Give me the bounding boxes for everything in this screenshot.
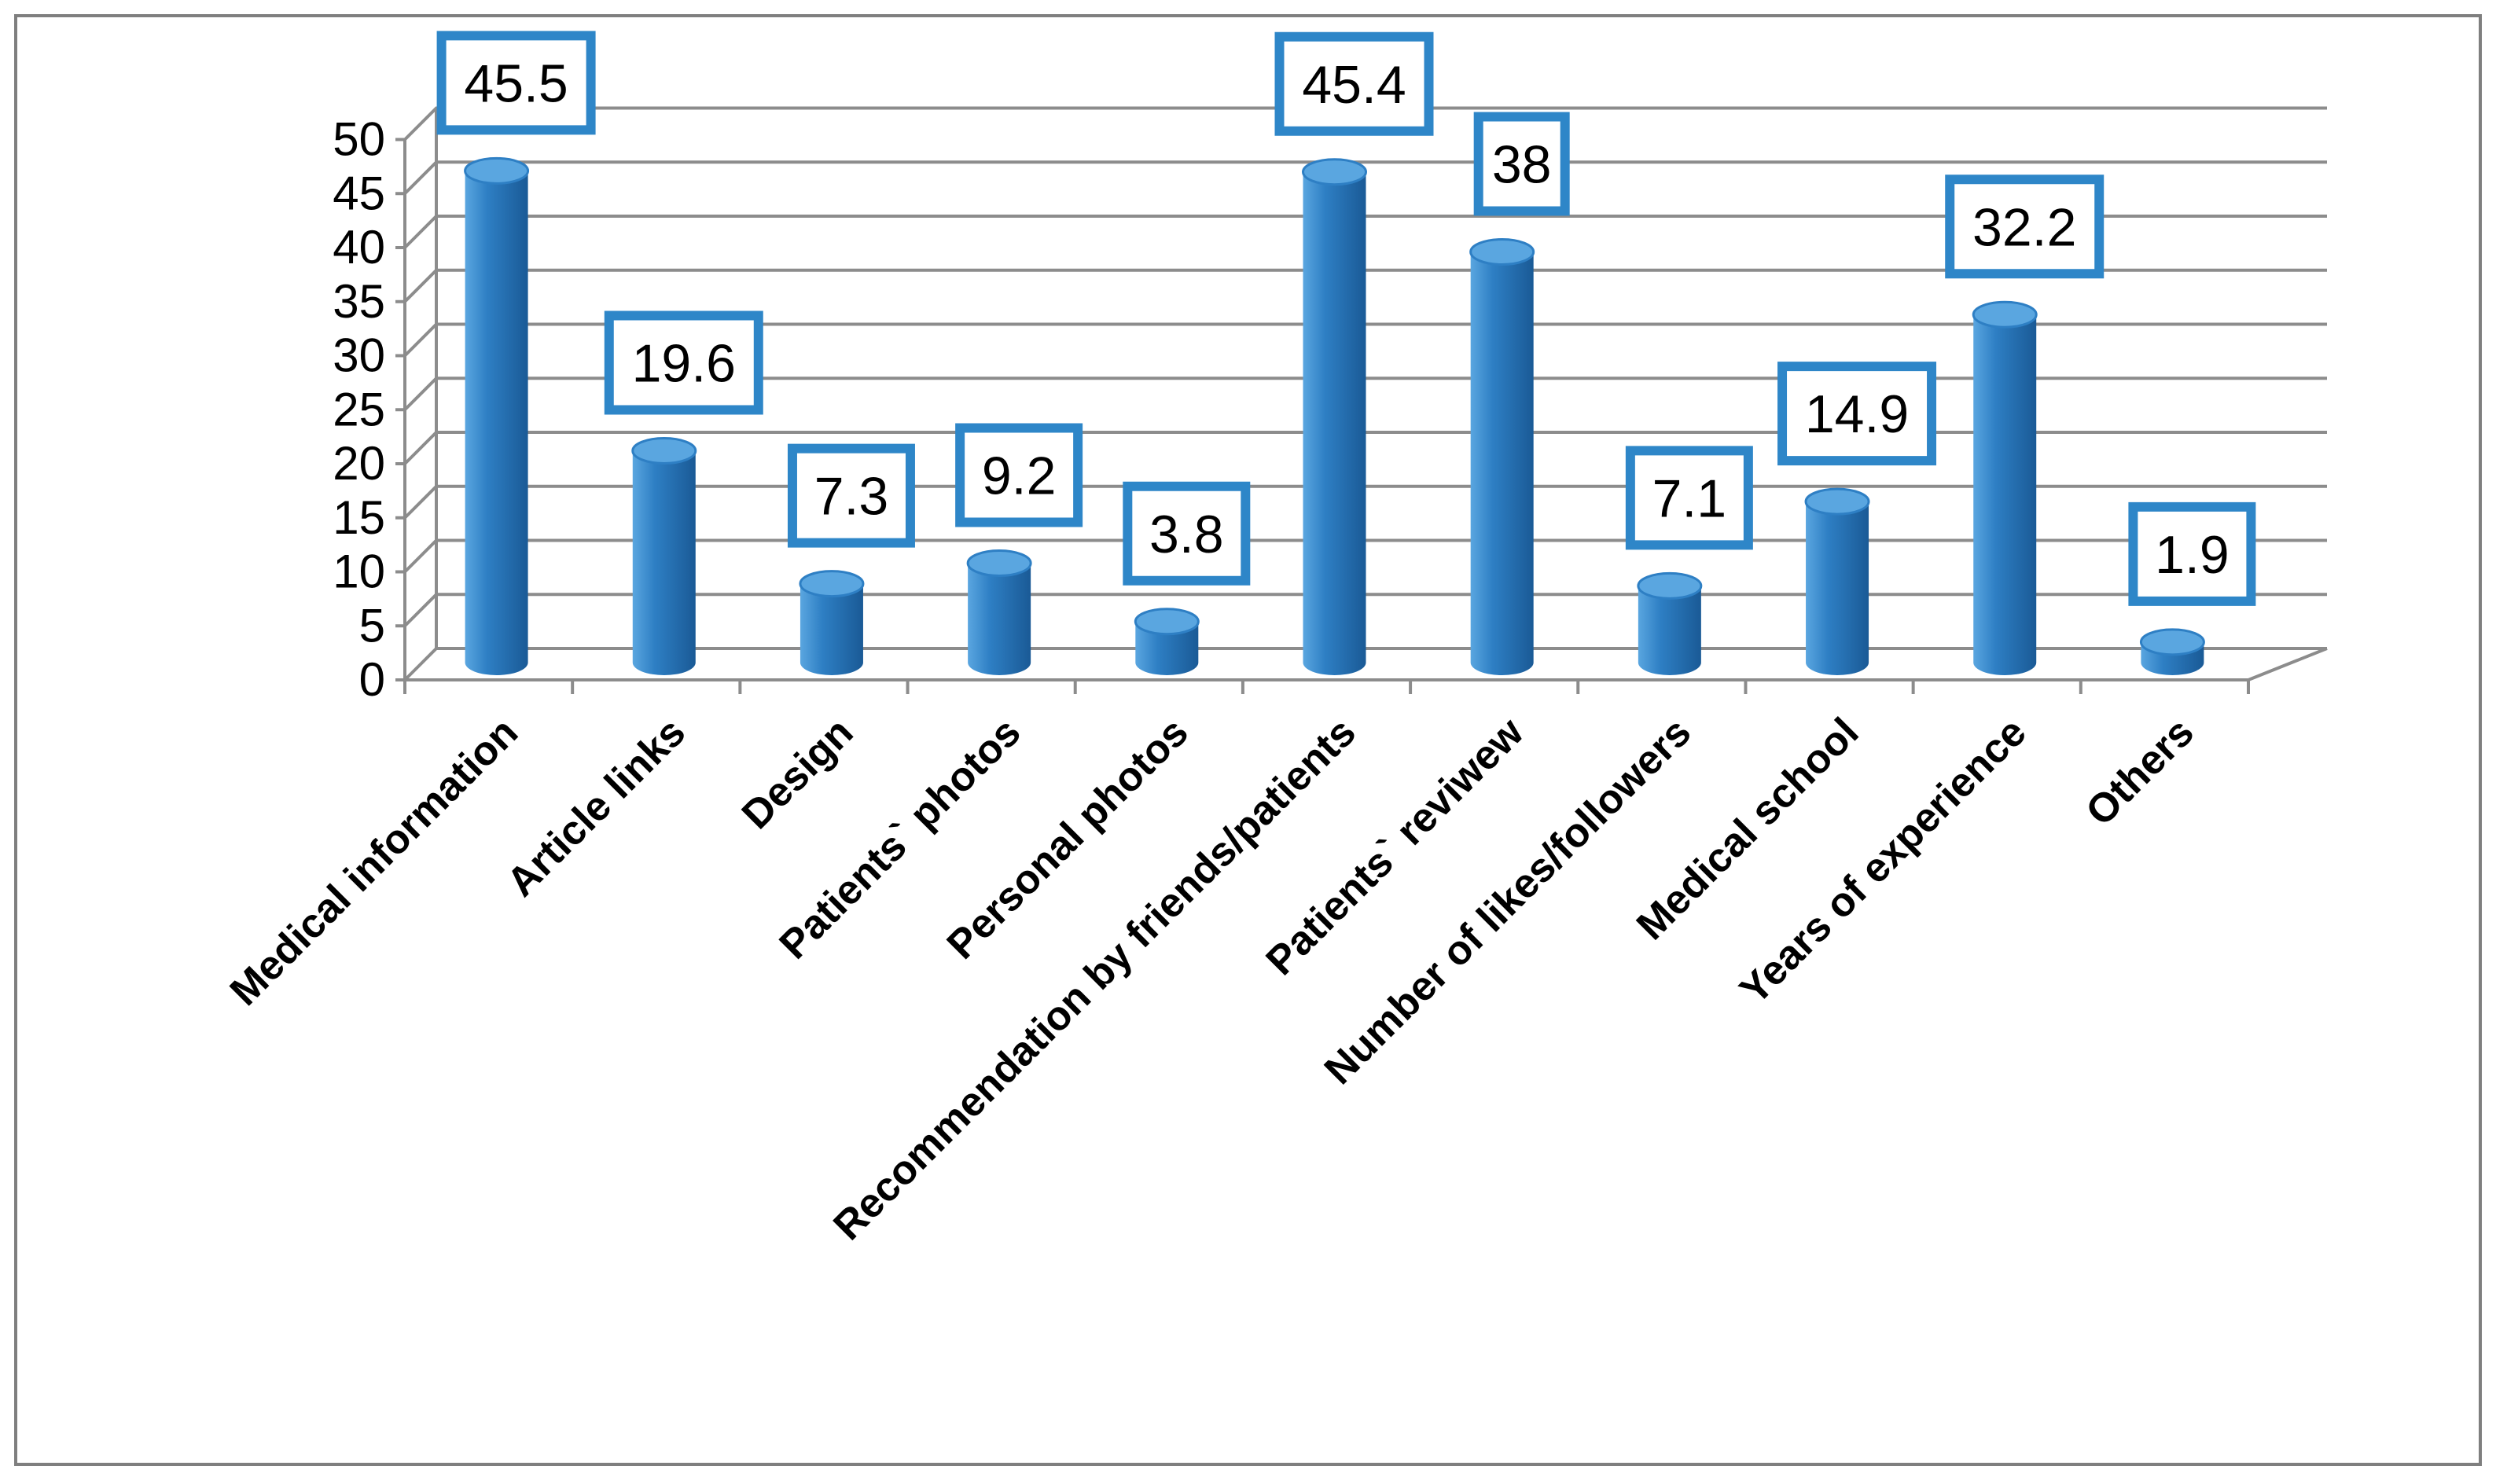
bar bbox=[1134, 608, 1200, 675]
bar-top bbox=[631, 437, 697, 465]
data-label-text: 38 bbox=[1492, 135, 1552, 195]
data-label: 3.8 bbox=[1123, 481, 1251, 586]
data-label-box bbox=[787, 443, 915, 548]
data-label-box bbox=[1123, 481, 1251, 586]
bar-top bbox=[2139, 628, 2205, 656]
bar-body bbox=[1973, 314, 2037, 675]
bar-body bbox=[632, 450, 696, 675]
data-label: 38 bbox=[1473, 112, 1570, 216]
bar-top bbox=[1804, 487, 1870, 516]
data-label-text: 7.1 bbox=[1652, 468, 1727, 528]
bar-body bbox=[1806, 501, 1869, 675]
bar-top bbox=[1972, 300, 2038, 329]
bar bbox=[1469, 238, 1535, 675]
bar-top bbox=[1302, 158, 1367, 186]
y-tick-label: 20 bbox=[333, 437, 385, 490]
bar-top bbox=[966, 549, 1032, 577]
data-label-box bbox=[1473, 112, 1570, 216]
y-tick-label: 50 bbox=[333, 113, 385, 166]
data-label-box bbox=[1274, 31, 1434, 136]
data-label-text: 7.3 bbox=[814, 467, 889, 527]
data-label-text: 14.9 bbox=[1805, 384, 1909, 444]
bar bbox=[1637, 571, 1703, 675]
data-label: 14.9 bbox=[1777, 362, 1937, 466]
data-label-text: 9.2 bbox=[982, 446, 1057, 506]
bar-body bbox=[968, 563, 1031, 675]
data-label: 45.4 bbox=[1274, 31, 1434, 136]
y-tick-label: 0 bbox=[359, 653, 385, 706]
bar-body bbox=[1135, 621, 1199, 675]
chart-frame bbox=[14, 14, 2482, 1466]
bar-top bbox=[464, 156, 530, 185]
bar-top bbox=[1637, 571, 1703, 600]
bar-top bbox=[1134, 608, 1200, 636]
bar bbox=[1302, 158, 1367, 675]
data-label: 7.3 bbox=[787, 443, 915, 548]
y-tick-label: 35 bbox=[333, 275, 385, 328]
data-label: 9.2 bbox=[955, 423, 1083, 527]
y-tick-label: 15 bbox=[333, 491, 385, 544]
data-label: 7.1 bbox=[1625, 446, 1753, 550]
data-label-box bbox=[955, 423, 1083, 527]
bar-body bbox=[465, 171, 528, 675]
y-tick-label: 10 bbox=[333, 545, 385, 598]
data-label-box bbox=[2128, 501, 2256, 606]
y-tick-label: 45 bbox=[333, 167, 385, 219]
data-label-box bbox=[1625, 446, 1753, 550]
data-label-box bbox=[1777, 362, 1937, 466]
data-label: 32.2 bbox=[1945, 174, 2105, 279]
bar-body bbox=[1470, 252, 1534, 675]
data-label-box bbox=[1945, 174, 2105, 279]
data-label-box bbox=[436, 31, 596, 135]
bar bbox=[464, 156, 530, 675]
data-label-text: 45.4 bbox=[1302, 55, 1406, 115]
data-label-text: 32.2 bbox=[1972, 197, 2076, 257]
data-label-text: 1.9 bbox=[2155, 525, 2229, 585]
y-tick-label: 40 bbox=[333, 221, 385, 274]
y-tick-label: 30 bbox=[333, 329, 385, 382]
bar-body bbox=[800, 583, 863, 675]
bar bbox=[2139, 628, 2205, 675]
bar bbox=[799, 570, 865, 675]
bars bbox=[464, 156, 2205, 675]
bar-body bbox=[1638, 586, 1701, 675]
bar-body bbox=[1303, 171, 1366, 675]
data-label-text: 45.5 bbox=[464, 53, 568, 113]
bar bbox=[631, 437, 697, 675]
bar-top bbox=[799, 570, 865, 598]
bar bbox=[966, 549, 1032, 675]
data-label: 45.5 bbox=[436, 31, 596, 135]
bar bbox=[1804, 487, 1870, 675]
y-tick-label: 5 bbox=[359, 599, 385, 652]
data-label: 19.6 bbox=[604, 310, 763, 415]
data-label-text: 3.8 bbox=[1149, 505, 1224, 564]
bar-top bbox=[1469, 238, 1535, 266]
bar bbox=[1972, 300, 2038, 675]
data-label-box bbox=[604, 310, 763, 415]
y-tick-label: 25 bbox=[333, 383, 385, 435]
data-label-text: 19.6 bbox=[632, 334, 736, 394]
data-labels: 45.5 19.6 7.3 9.2 3.8 45.4 38 7.1 14.9 32.2 1.9 bbox=[436, 31, 2256, 606]
data-label: 1.9 bbox=[2128, 501, 2256, 606]
